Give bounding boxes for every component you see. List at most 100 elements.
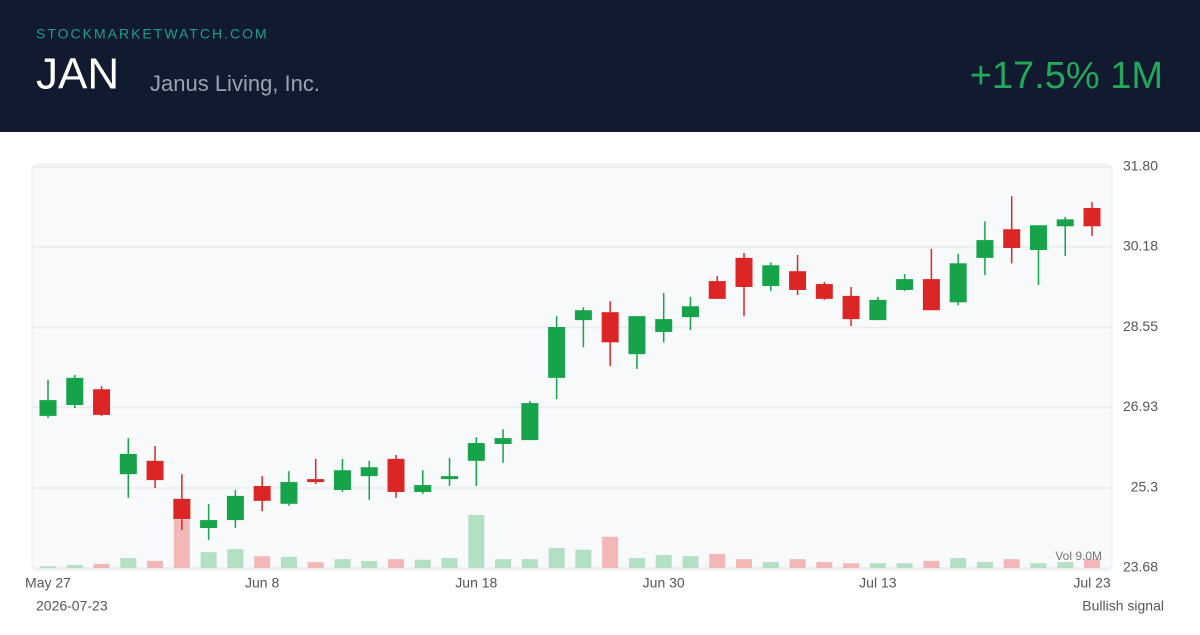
candle-body xyxy=(1003,229,1021,248)
x-tick-label: May 27 xyxy=(25,575,71,591)
candle-body xyxy=(467,443,485,461)
volume-bar xyxy=(361,560,378,568)
candle-body xyxy=(842,295,860,320)
volume-bar xyxy=(896,563,913,568)
y-tick-label: 26.93 xyxy=(1123,398,1158,414)
volume-bar xyxy=(950,557,967,568)
volume-bar xyxy=(93,563,110,568)
header-bg xyxy=(0,0,1200,132)
candle-body xyxy=(601,312,619,343)
candle-body xyxy=(548,327,566,378)
volume-bar xyxy=(147,560,164,568)
site-name: STOCKMARKETWATCH.COM xyxy=(36,26,269,42)
candle-body xyxy=(280,482,298,504)
candle-body xyxy=(173,498,191,520)
volume-bar xyxy=(843,563,860,568)
y-tick-label: 28.55 xyxy=(1123,318,1158,334)
candle-body xyxy=(628,316,646,355)
candle-body xyxy=(307,479,325,483)
volume-bar xyxy=(655,555,672,568)
x-tick-label: Jun 30 xyxy=(643,575,685,591)
volume-bar xyxy=(602,536,619,568)
volume-bar xyxy=(441,557,458,568)
y-tick-label: 23.68 xyxy=(1123,559,1158,575)
candle-body xyxy=(1056,219,1074,227)
candle-body xyxy=(333,470,351,490)
candle-body xyxy=(39,400,57,416)
y-tick-label: 31.80 xyxy=(1123,158,1158,174)
volume-bar xyxy=(575,549,592,568)
volume-bar xyxy=(923,560,940,568)
candle-body xyxy=(789,271,807,290)
candle-body xyxy=(896,279,914,290)
volume-bar xyxy=(468,515,485,568)
change: +17.5% 1M xyxy=(970,55,1163,97)
volume-bar xyxy=(173,519,190,568)
volume-bar xyxy=(816,562,833,568)
candle-body xyxy=(574,310,592,321)
candle-body xyxy=(253,486,271,501)
candle-body xyxy=(414,485,432,492)
volume-bar xyxy=(1003,559,1020,568)
volume-bar xyxy=(762,562,779,568)
volume-bar xyxy=(1030,563,1047,568)
candle-body xyxy=(521,403,539,441)
volume-bar xyxy=(280,556,297,568)
candle-body xyxy=(119,453,137,475)
volume-bar xyxy=(548,547,565,568)
x-tick-label: Jun 8 xyxy=(245,575,279,591)
y-tick-label: 30.18 xyxy=(1123,238,1158,254)
x-tick-label: Jul 13 xyxy=(859,575,897,591)
volume-bar xyxy=(307,562,324,568)
candle-body xyxy=(494,438,512,445)
footer-signal: Bullish signal xyxy=(1082,598,1164,614)
volume-bar xyxy=(1084,559,1100,568)
candle-body xyxy=(360,467,378,477)
candle-body xyxy=(922,279,940,311)
volume-bar xyxy=(709,553,726,568)
x-tick-label: Jun 18 xyxy=(455,575,497,591)
candle-body xyxy=(762,265,780,287)
candle-body xyxy=(200,520,218,528)
volume-bar xyxy=(495,559,512,568)
company: Janus Living, Inc. xyxy=(150,71,320,96)
candle-body xyxy=(655,319,673,332)
candle-body xyxy=(1083,207,1101,227)
volume-bar xyxy=(521,559,538,568)
plot-frame xyxy=(31,163,1113,571)
candle-body xyxy=(441,476,459,480)
volume-bar xyxy=(628,557,645,568)
volume-bar xyxy=(414,559,431,568)
x-tick-label: Jul 23 xyxy=(1073,575,1111,591)
candle-body xyxy=(681,306,699,318)
candle-body xyxy=(869,299,887,321)
y-tick-label: 25.3 xyxy=(1131,479,1158,495)
volume-bar xyxy=(200,552,217,568)
candle-body xyxy=(735,257,753,288)
candle-body xyxy=(976,240,994,258)
volume-bar xyxy=(40,566,56,568)
candle-body xyxy=(1029,225,1047,250)
volume-bar xyxy=(334,559,351,568)
volume-bar xyxy=(388,559,404,568)
volume-bar xyxy=(682,556,699,568)
volume-label: Vol 9.0M xyxy=(1055,549,1102,563)
volume-bar xyxy=(869,563,886,568)
ticker: JAN xyxy=(36,50,119,99)
volume-bar xyxy=(789,559,806,568)
candle-body xyxy=(815,284,833,299)
volume-bar xyxy=(120,557,137,568)
footer-date: 2026-07-23 xyxy=(36,598,108,614)
volume-bar xyxy=(66,565,83,568)
volume-bar xyxy=(736,559,752,568)
candle-body xyxy=(146,460,164,481)
volume-bar xyxy=(976,562,993,568)
volume-bar xyxy=(1057,562,1074,568)
candle-body xyxy=(708,281,726,299)
candle-body xyxy=(387,458,405,492)
candle-body xyxy=(949,263,967,303)
candle-body xyxy=(226,495,244,521)
volume-bar xyxy=(227,549,244,568)
